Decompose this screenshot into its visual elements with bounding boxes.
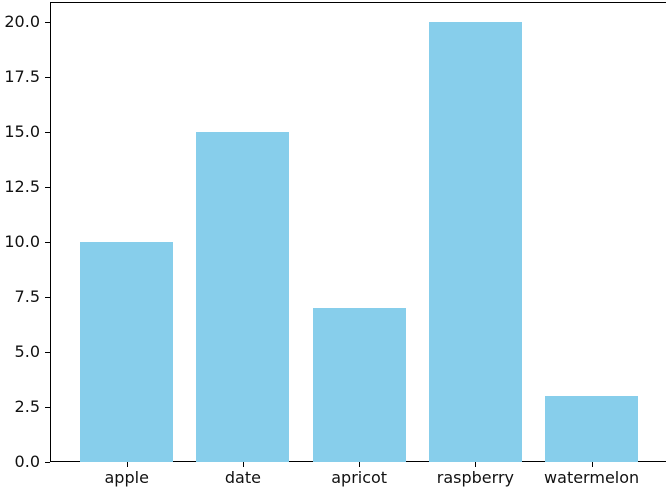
x-tick-label: watermelon [544, 468, 640, 487]
x-tick-label: raspberry [436, 468, 514, 487]
y-tick-mark [45, 297, 50, 298]
bar-apricot [312, 308, 406, 462]
y-tick-mark [45, 77, 50, 78]
y-tick-label: 10.0 [4, 232, 40, 251]
y-tick-mark [45, 462, 50, 463]
bar-date [196, 132, 290, 462]
y-tick-mark [45, 132, 50, 133]
x-tick-label: apricot [331, 468, 388, 487]
y-tick-mark [45, 187, 50, 188]
y-tick-label: 17.5 [4, 67, 40, 86]
y-tick-label: 5.0 [14, 342, 40, 361]
y-tick-mark [45, 407, 50, 408]
bar-apple [80, 242, 174, 462]
x-tick-mark [475, 462, 477, 467]
y-tick-label: 12.5 [4, 177, 40, 196]
y-tick-label: 15.0 [4, 122, 40, 141]
y-tick-mark [45, 242, 50, 243]
bar-raspberry [428, 22, 522, 462]
x-tick-label: apple [104, 468, 149, 487]
x-tick-mark [126, 462, 128, 467]
y-tick-label: 2.5 [14, 397, 40, 416]
x-tick-mark [591, 462, 593, 467]
y-tick-label: 0.0 [14, 452, 40, 471]
bar-watermelon [545, 396, 639, 462]
y-tick-mark [45, 22, 50, 23]
x-tick-mark [242, 462, 244, 467]
y-tick-mark [45, 352, 50, 353]
y-tick-label: 20.0 [4, 12, 40, 31]
x-tick-label: date [224, 468, 261, 487]
x-tick-mark [359, 462, 361, 467]
y-tick-label: 7.5 [14, 287, 40, 306]
